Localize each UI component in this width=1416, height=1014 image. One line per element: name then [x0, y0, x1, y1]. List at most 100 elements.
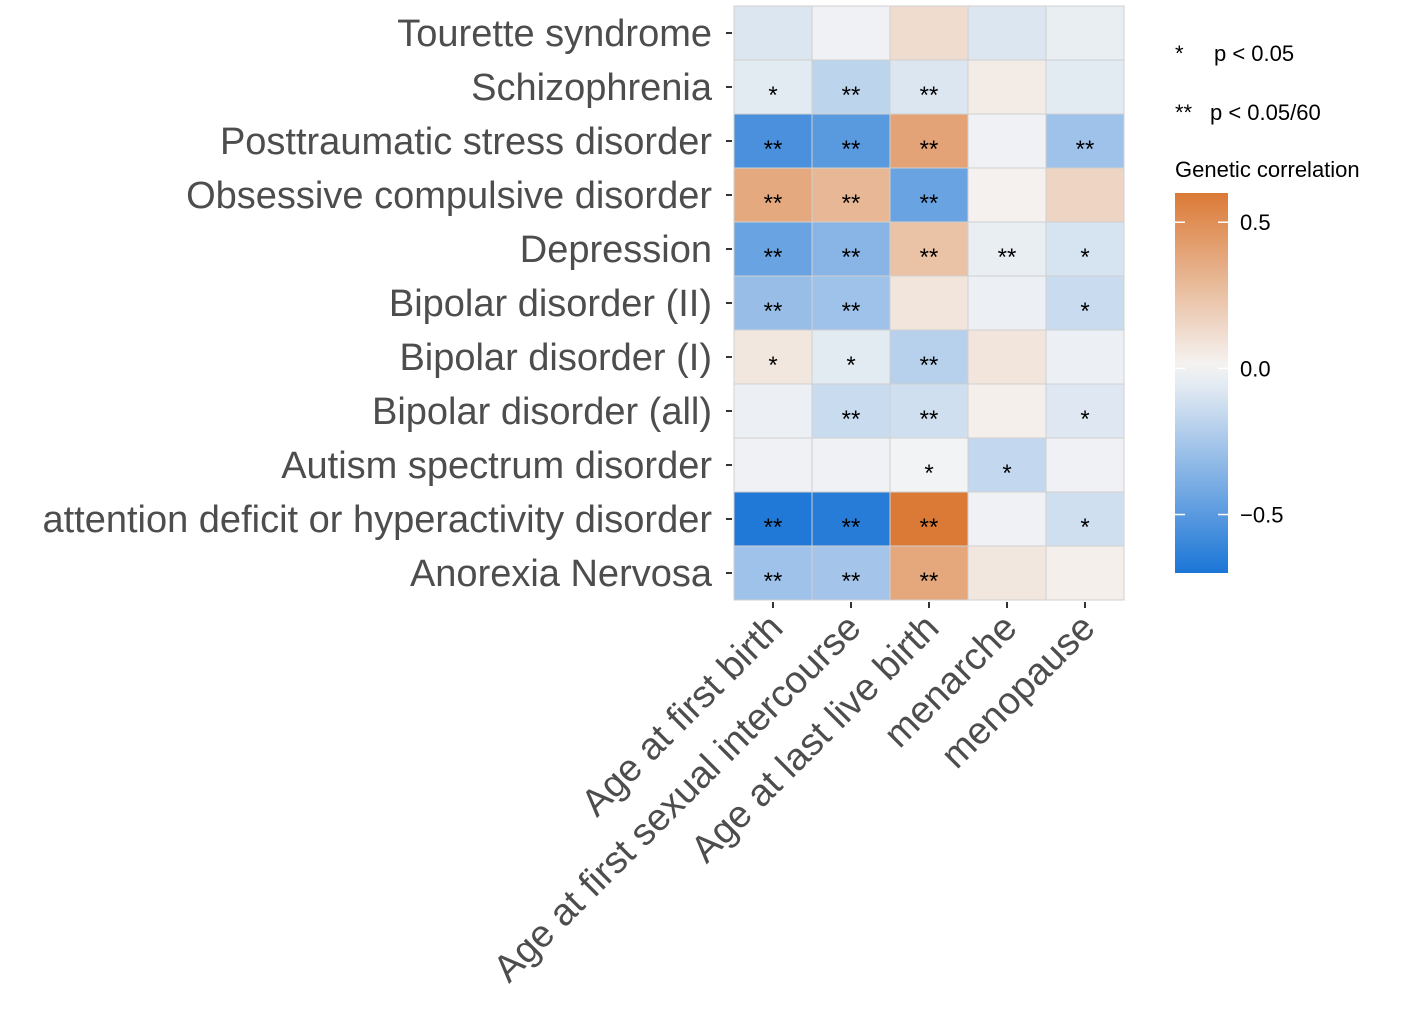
- legend-title: Genetic correlation: [1175, 157, 1360, 182]
- significance-marker: **: [842, 136, 861, 163]
- significance-marker: *: [1080, 406, 1089, 433]
- significance-marker: **: [764, 136, 783, 163]
- significance-marker: *: [924, 460, 933, 487]
- significance-marker: **: [920, 136, 939, 163]
- significance-marker: *: [1080, 298, 1089, 325]
- heatmap-cell: [967, 383, 1047, 439]
- y-tick-label: Autism spectrum disorder: [281, 445, 712, 487]
- heatmap-cell: [1045, 491, 1125, 547]
- heatmap-cell: [811, 491, 891, 547]
- heatmap-cell: [811, 113, 891, 169]
- significance-marker: *: [846, 352, 855, 379]
- significance-marker: **: [920, 568, 939, 595]
- y-tick-label: Bipolar disorder (all): [372, 391, 712, 433]
- heatmap-cell: [967, 545, 1047, 601]
- significance-marker: **: [920, 190, 939, 217]
- legend: * p < 0.05 ** p < 0.05/60 Genetic correl…: [1175, 41, 1360, 573]
- colorbar-tick-label: −0.5: [1240, 503, 1283, 528]
- significance-marker: **: [764, 298, 783, 325]
- heatmap-cell: [889, 221, 969, 277]
- significance-marker: *: [1080, 244, 1089, 271]
- significance-marker: **: [920, 244, 939, 271]
- heatmap-cell: [733, 491, 813, 547]
- significance-marker: **: [842, 568, 861, 595]
- colorbar-tick-label: 0.0: [1240, 356, 1271, 381]
- heatmap-cell: [733, 167, 813, 223]
- legend-sig1-symbol: *: [1175, 41, 1184, 66]
- heatmap-cell: [733, 437, 813, 493]
- legend-sig1-text: p < 0.05: [1214, 41, 1294, 66]
- significance-marker: **: [842, 298, 861, 325]
- heatmap-cell: [889, 167, 969, 223]
- heatmap-cell: [811, 437, 891, 493]
- significance-marker: **: [842, 406, 861, 433]
- heatmap-cell: [1045, 221, 1125, 277]
- y-axis: Tourette syndrome Schizophrenia Posttrauma…: [42, 13, 732, 595]
- significance-marker: **: [920, 514, 939, 541]
- heatmap-cell: [811, 545, 891, 601]
- heatmap-cell: [889, 383, 969, 439]
- significance-marker: **: [842, 190, 861, 217]
- significance-markers: * ** **** ** ** **** ** **** ** ** ** *** ** ** * **** *…: [764, 82, 1095, 595]
- heatmap-cell: [889, 5, 969, 61]
- y-tick-label: attention deficit or hyperactivity disor…: [42, 499, 712, 541]
- colorbar: [1175, 193, 1228, 573]
- significance-marker: **: [920, 352, 939, 379]
- heatmap-cell: [811, 5, 891, 61]
- y-tick-label: Bipolar disorder (II): [389, 283, 712, 325]
- heatmap-cell: [733, 221, 813, 277]
- heatmap-cell: [733, 383, 813, 439]
- significance-marker: **: [998, 244, 1017, 271]
- y-tick-label: Bipolar disorder (I): [399, 337, 712, 379]
- heatmap-cell: [889, 113, 969, 169]
- heatmap-cell: [967, 167, 1047, 223]
- heatmap-cell: [889, 545, 969, 601]
- heatmap-cell: [967, 275, 1047, 331]
- significance-marker: *: [768, 82, 777, 109]
- heatmap-cell: [1045, 329, 1125, 385]
- heatmap-cell: [889, 491, 969, 547]
- colorbar-ticks: 0.5 0.0 −0.5: [1175, 210, 1283, 528]
- heatmap-cell: [1045, 113, 1125, 169]
- heatmap-cell: [1045, 5, 1125, 61]
- significance-marker: **: [764, 568, 783, 595]
- significance-marker: **: [1076, 136, 1095, 163]
- colorbar-tick-label: 0.5: [1240, 210, 1271, 235]
- heatmap-cell: [733, 329, 813, 385]
- heatmap-cell: [967, 113, 1047, 169]
- heatmap-cell: [811, 167, 891, 223]
- significance-marker: *: [768, 352, 777, 379]
- significance-marker: **: [920, 82, 939, 109]
- heatmap-cell: [733, 5, 813, 61]
- heatmap-cell: [889, 59, 969, 115]
- heatmap-cell: [1045, 59, 1125, 115]
- heatmap-cell: [1045, 167, 1125, 223]
- heatmap-cell: [889, 437, 969, 493]
- heatmap-cell: [967, 5, 1047, 61]
- y-tick-label: Schizophrenia: [471, 67, 713, 109]
- heatmap-cell: [811, 59, 891, 115]
- significance-marker: **: [764, 514, 783, 541]
- y-tick-label: Tourette syndrome: [397, 13, 712, 55]
- heatmap-cell: [1045, 545, 1125, 601]
- y-tick-label: Anorexia Nervosa: [410, 553, 713, 595]
- significance-marker: **: [842, 244, 861, 271]
- y-tick-label: Obsessive compulsive disorder: [186, 175, 712, 217]
- significance-marker: **: [842, 82, 861, 109]
- heatmap-cell: [1045, 275, 1125, 331]
- significance-marker: **: [764, 244, 783, 271]
- significance-marker: **: [764, 190, 783, 217]
- heatmap-cell: [967, 437, 1047, 493]
- heatmap-cell: [811, 221, 891, 277]
- y-tick-label: Posttraumatic stress disorder: [220, 121, 712, 163]
- x-tick-label: Age at first sexual intercourse: [486, 607, 870, 991]
- heatmap-cell: [967, 221, 1047, 277]
- significance-marker: *: [1080, 514, 1089, 541]
- heatmap-cell: [967, 329, 1047, 385]
- heatmap-cell: [889, 275, 969, 331]
- significance-marker: *: [1002, 460, 1011, 487]
- heatmap-cell: [967, 491, 1047, 547]
- heatmap-cell: [967, 59, 1047, 115]
